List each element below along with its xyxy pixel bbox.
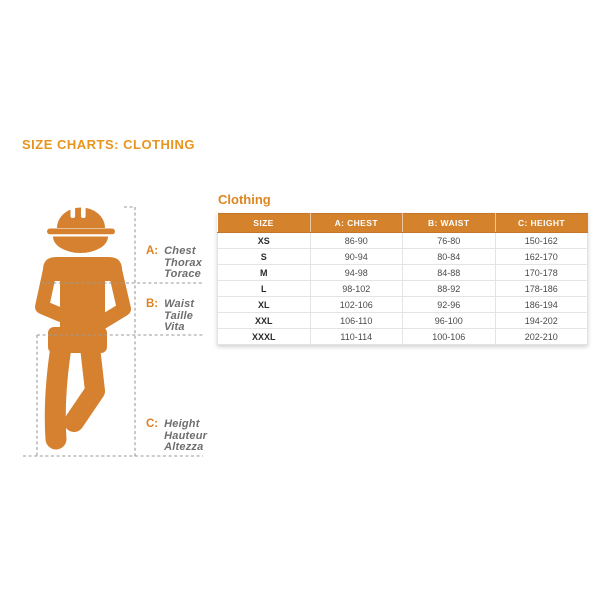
cell-chest: 98-102 [309,280,403,297]
table-row: S 90-94 80-84 162-170 [217,248,588,265]
label-key-a: A: [146,245,159,257]
cell-height: 194-202 [494,312,588,329]
cell-size: XS [217,232,311,249]
label-lines-waist: Waist Taille Vita [164,298,195,333]
table-row: M 94-98 84-88 170-178 [217,264,588,281]
cell-chest: 94-98 [309,264,403,281]
label-lines-height: Height Hauteur Altezza [164,418,208,453]
measure-label-height: C: Height Hauteur Altezza [146,418,208,454]
worker-silhouette [23,206,203,457]
label-key-c: C: [146,418,159,430]
clothing-table-section: Clothing SIZE A: CHEST B: WAIST C: HEIGH… [217,192,588,345]
table-row: XXL 106-110 96-100 194-202 [217,312,588,329]
cell-chest: 102-106 [309,296,403,313]
cell-height: 186-194 [494,296,588,313]
cell-height: 150-162 [494,232,588,249]
cell-waist: 76-80 [402,232,496,249]
cell-size: M [217,264,311,281]
measure-label-waist: B: Waist Taille Vita [146,298,195,334]
worker-figure-illustration: A: Chest Thorax Torace B: Waist Taille V… [20,195,210,480]
cell-chest: 86-90 [309,232,403,249]
cell-height: 178-186 [494,280,588,297]
cell-chest: 106-110 [309,312,403,329]
cell-height: 162-170 [494,248,588,265]
label-lines-chest: Chest Thorax Torace [164,245,203,280]
table-row: XS 86-90 76-80 150-162 [217,232,588,249]
cell-waist: 100-106 [402,328,496,345]
cell-waist: 80-84 [402,248,496,265]
table-header-row: SIZE A: CHEST B: WAIST C: HEIGHT [217,213,588,233]
cell-chest: 90-94 [309,248,403,265]
cell-size: XL [217,296,311,313]
cell-waist: 96-100 [402,312,496,329]
cell-size: XXXL [217,328,311,345]
table-row: XL 102-106 92-96 186-194 [217,296,588,313]
column-header-chest: A: CHEST [310,213,403,233]
page-title: SIZE CHARTS: CLOTHING [22,137,195,152]
table-title: Clothing [218,192,271,207]
cell-size: XXL [217,312,311,329]
column-header-size: SIZE [217,213,311,233]
cell-waist: 92-96 [402,296,496,313]
cell-size: L [217,280,311,297]
table-row: XXXL 110-114 100-106 202-210 [217,328,588,345]
hard-hat-icon [57,207,105,228]
cell-waist: 84-88 [402,264,496,281]
label-key-b: B: [146,298,159,310]
cell-waist: 88-92 [402,280,496,297]
cell-height: 202-210 [494,328,588,345]
column-header-waist: B: WAIST [402,213,496,233]
column-header-height: C: HEIGHT [495,213,588,233]
cell-chest: 110-114 [309,328,403,345]
size-table: SIZE A: CHEST B: WAIST C: HEIGHT XS 86-9… [217,213,588,345]
cell-height: 170-178 [494,264,588,281]
cell-size: S [217,248,311,265]
measure-label-chest: A: Chest Thorax Torace [146,245,203,281]
table-row: L 98-102 88-92 178-186 [217,280,588,297]
